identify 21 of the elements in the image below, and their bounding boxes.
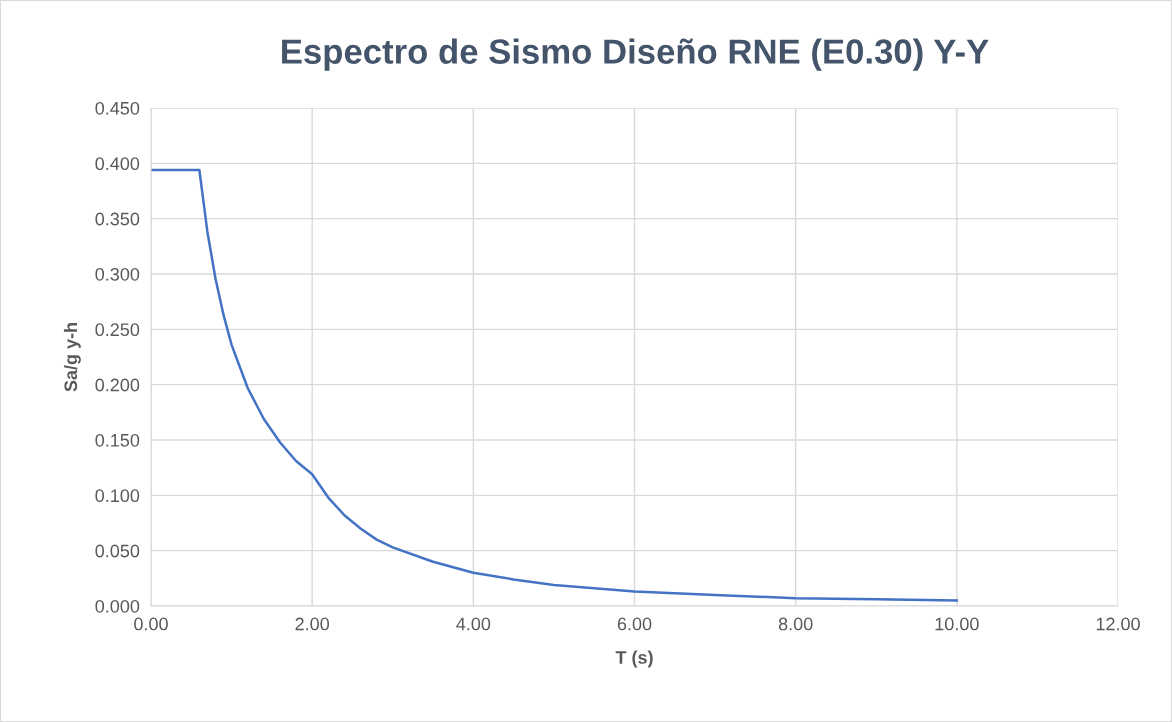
x-tick-label: 10.00 <box>935 617 979 631</box>
x-tick-label: 8.00 <box>778 617 813 631</box>
x-tick-label: 0.00 <box>134 617 168 631</box>
y-tick-label: 0.400 <box>95 157 140 171</box>
y-axis-title: Sa/g y-h <box>63 323 81 392</box>
y-tick-label: 0.000 <box>95 599 140 613</box>
y-tick-label: 0.100 <box>95 489 140 503</box>
x-tick-label: 12.00 <box>1096 617 1140 631</box>
y-tick-label: 0.450 <box>95 101 140 115</box>
x-axis-title: T (s) <box>615 650 653 668</box>
x-tick-label: 4.00 <box>456 617 491 631</box>
y-tick-label: 0.250 <box>95 323 140 337</box>
x-tick-label: 6.00 <box>617 617 652 631</box>
chart-title: Espectro de Sismo Diseño RNE (E0.30) Y-Y <box>282 38 989 71</box>
y-tick-label: 0.200 <box>95 378 140 392</box>
line-series <box>151 168 959 602</box>
y-tick-label: 0.350 <box>95 212 140 226</box>
x-tick-label: 2.00 <box>295 617 330 631</box>
y-tick-label: 0.150 <box>95 433 140 447</box>
y-tick-label: 0.300 <box>95 267 140 281</box>
y-tick-label: 0.050 <box>95 544 140 558</box>
